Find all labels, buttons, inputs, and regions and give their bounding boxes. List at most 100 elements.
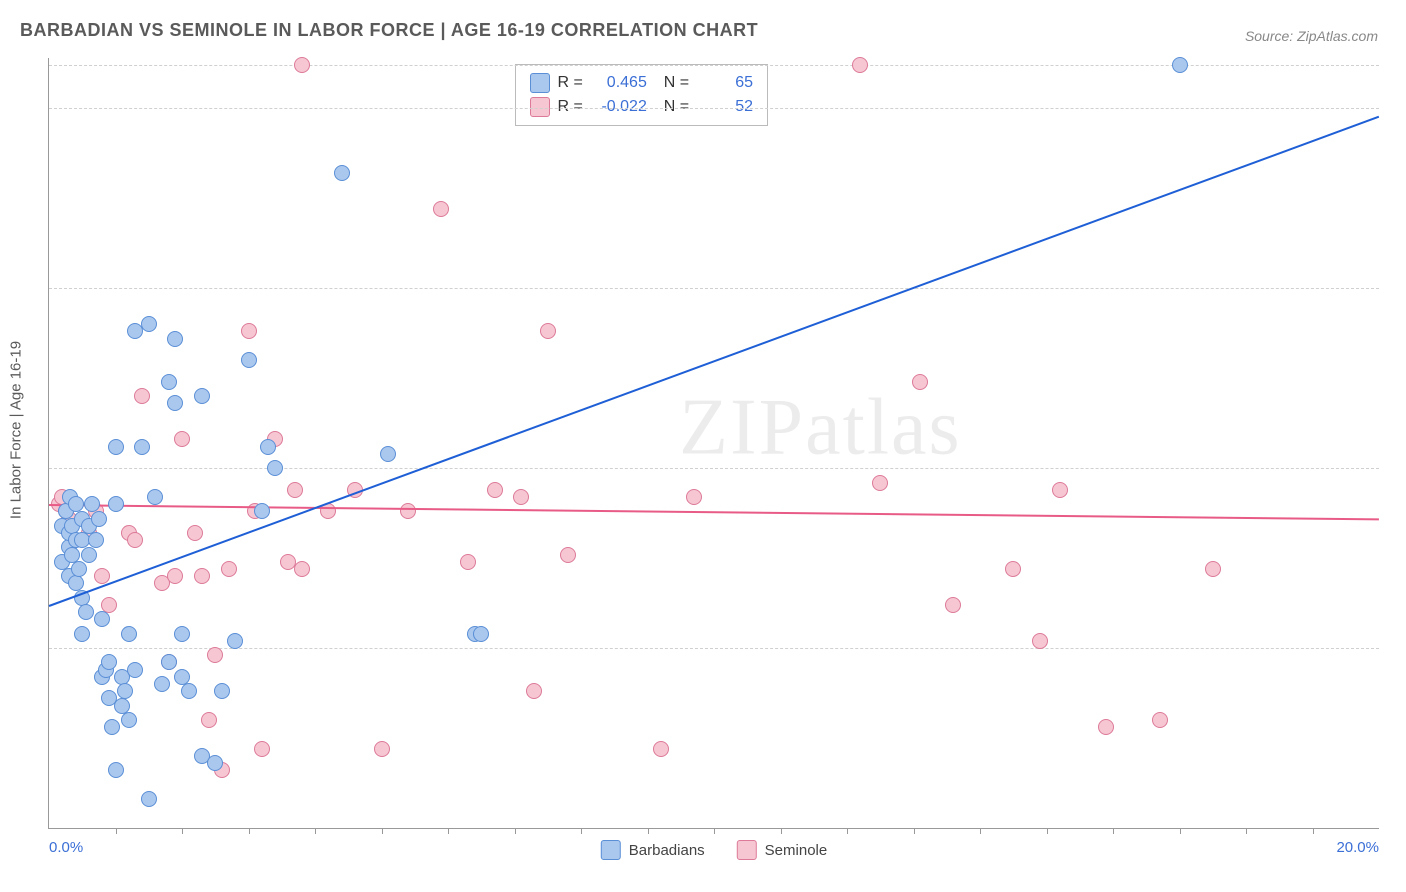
data-point-seminole [221,561,237,577]
data-point-seminole [560,547,576,563]
x-tick [648,828,649,834]
x-tick [1180,828,1181,834]
data-point-seminole [174,431,190,447]
x-tick [315,828,316,834]
data-point-barbadians [380,446,396,462]
data-point-barbadians [167,331,183,347]
data-point-barbadians [334,165,350,181]
data-point-seminole [433,201,449,217]
data-point-seminole [294,57,310,73]
swatch-seminole [737,840,757,860]
data-point-seminole [540,323,556,339]
x-axis-min-label: 0.0% [49,839,83,856]
data-point-barbadians [167,395,183,411]
data-point-seminole [1005,561,1021,577]
swatch-barbadians [530,73,550,93]
data-point-barbadians [134,439,150,455]
data-point-barbadians [174,626,190,642]
x-tick [382,828,383,834]
x-tick [581,828,582,834]
data-point-barbadians [1172,57,1188,73]
data-point-barbadians [81,547,97,563]
data-point-seminole [1052,482,1068,498]
gridline [49,108,1379,109]
data-point-barbadians [91,511,107,527]
stat-n-seminole: 52 [697,95,753,119]
watermark: ZIPatlas [679,382,962,473]
stats-row-seminole: R = -0.022 N = 52 [530,95,754,119]
scatter-chart: ZIPatlas R = 0.465 N = 65 R = -0.022 N =… [48,58,1379,829]
data-point-seminole [912,374,928,390]
data-point-barbadians [473,626,489,642]
x-tick [1113,828,1114,834]
data-point-barbadians [254,503,270,519]
data-point-barbadians [141,791,157,807]
data-point-seminole [852,57,868,73]
stat-r-label: R = [558,71,583,95]
data-point-seminole [526,683,542,699]
stat-r-barbadians: 0.465 [591,71,647,95]
data-point-seminole [460,554,476,570]
data-point-seminole [653,741,669,757]
data-point-barbadians [147,489,163,505]
stat-n-barbadians: 65 [697,71,753,95]
chart-title: BARBADIAN VS SEMINOLE IN LABOR FORCE | A… [20,20,758,41]
data-point-seminole [294,561,310,577]
data-point-seminole [194,568,210,584]
data-point-barbadians [214,683,230,699]
data-point-seminole [513,489,529,505]
data-point-barbadians [104,719,120,735]
data-point-barbadians [88,532,104,548]
data-point-barbadians [117,683,133,699]
data-point-seminole [201,712,217,728]
data-point-barbadians [161,374,177,390]
x-tick [781,828,782,834]
data-point-barbadians [108,762,124,778]
data-point-barbadians [161,654,177,670]
x-tick [1047,828,1048,834]
data-point-seminole [487,482,503,498]
data-point-seminole [1205,561,1221,577]
legend-item-barbadians: Barbadians [601,840,705,860]
data-point-barbadians [108,496,124,512]
data-point-seminole [94,568,110,584]
x-tick [980,828,981,834]
data-point-barbadians [207,755,223,771]
data-point-barbadians [108,439,124,455]
stats-legend: R = 0.465 N = 65 R = -0.022 N = 52 [515,64,769,126]
data-point-seminole [207,647,223,663]
data-point-seminole [1032,633,1048,649]
data-point-barbadians [71,561,87,577]
data-point-seminole [241,323,257,339]
stat-r-label: R = [558,95,583,119]
data-point-barbadians [94,611,110,627]
gridline [49,468,1379,469]
swatch-seminole [530,97,550,117]
gridline [49,288,1379,289]
data-point-seminole [1152,712,1168,728]
source-attribution: Source: ZipAtlas.com [1245,28,1378,44]
data-point-seminole [187,525,203,541]
data-point-barbadians [241,352,257,368]
data-point-barbadians [127,662,143,678]
x-tick [515,828,516,834]
x-tick [847,828,848,834]
data-point-barbadians [267,460,283,476]
data-point-barbadians [101,654,117,670]
stat-r-seminole: -0.022 [591,95,647,119]
data-point-seminole [287,482,303,498]
x-tick [1313,828,1314,834]
data-point-barbadians [227,633,243,649]
x-tick [116,828,117,834]
stat-n-label: N = [655,95,689,119]
data-point-seminole [400,503,416,519]
data-point-seminole [945,597,961,613]
data-point-seminole [254,741,270,757]
data-point-seminole [127,532,143,548]
legend-label-barbadians: Barbadians [629,842,705,859]
data-point-seminole [1098,719,1114,735]
data-point-barbadians [74,626,90,642]
x-tick [914,828,915,834]
x-tick [714,828,715,834]
y-axis-label: In Labor Force | Age 16-19 [8,341,25,519]
